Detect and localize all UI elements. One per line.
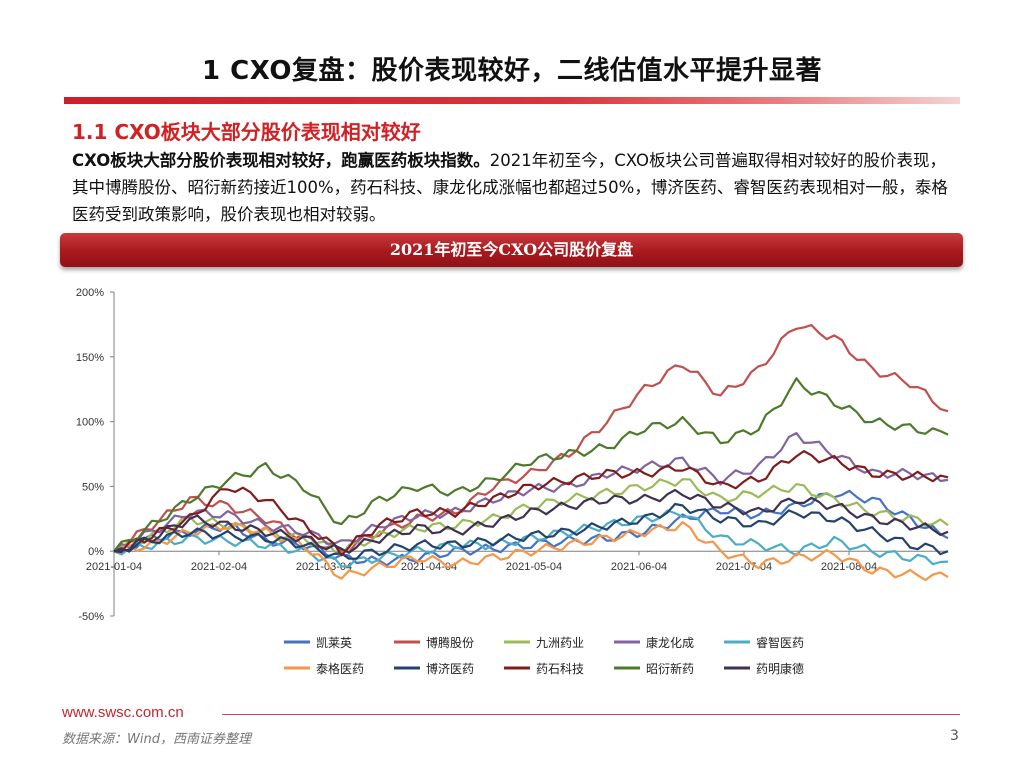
legend-label: 昭衍新药 <box>646 661 694 676</box>
footer-divider <box>222 714 960 715</box>
x-tick-label: 2021-05-04 <box>506 561 562 573</box>
series-line-8 <box>113 450 949 557</box>
x-tick-label: 2021-08-04 <box>821 561 877 573</box>
y-tick-label: 0% <box>88 546 104 558</box>
page-title: 1 CXO复盘：股价表现较好，二线估值水平提升显著 <box>202 56 822 86</box>
legend-label: 康龙化成 <box>646 635 694 650</box>
x-tick-label: 2021-07-04 <box>716 561 772 573</box>
legend-label: 九洲药业 <box>536 636 584 650</box>
y-tick-label: 100% <box>76 417 104 429</box>
x-tick-label: 2021-02-04 <box>191 561 247 573</box>
series-line-9 <box>113 377 949 552</box>
body-paragraph: CXO板块大部分股价表现相对较好，跑赢医药板块指数。2021年初至今，CXO板块… <box>72 147 952 228</box>
chart-area: 200% 150% 100% 50% 0% -50% 2021-01-04 2021-02-0… <box>60 278 963 698</box>
page-number: 3 <box>950 728 959 744</box>
legend-label: 药石科技 <box>536 662 584 676</box>
series-line-4 <box>113 432 949 552</box>
series-line-1 <box>113 489 949 567</box>
footer-url[interactable]: www.swsc.com.cn <box>62 704 184 721</box>
series-line-7 <box>113 502 949 560</box>
y-tick-label: 200% <box>76 287 104 299</box>
legend-label: 凯莱英 <box>316 636 352 650</box>
x-tick-label: 2021-01-04 <box>86 561 142 573</box>
y-tick-label: -50% <box>78 611 104 623</box>
x-tick-label: 2021-03-04 <box>296 561 352 573</box>
y-tick-label: 50% <box>82 481 104 493</box>
title-underline <box>64 97 960 104</box>
legend-label: 博济医药 <box>426 661 474 676</box>
chart-banner: 2021年初至今CXO公司股价复盘 <box>60 233 963 267</box>
line-chart: 200% 150% 100% 50% 0% -50% 2021-01-04 2021-02-0… <box>76 287 949 676</box>
series-line-10 <box>113 488 949 554</box>
body-rest: 2021年初至今，CXO板块公司普遍取得相对较好的股价表现，其中博腾股份、昭衍新… <box>72 151 948 224</box>
legend-label: 博腾股份 <box>426 635 474 650</box>
legend-label: 药明康德 <box>756 661 804 676</box>
data-source: 数据来源：Wind，西南证券整理 <box>62 732 251 747</box>
legend-label: 睿智医药 <box>756 635 804 650</box>
series-line-6 <box>113 521 949 582</box>
y-tick-label: 150% <box>76 352 104 364</box>
body-highlight: CXO板块大部分股价表现相对较好，跑赢医药板块指数。 <box>72 151 490 170</box>
x-tick-label: 2021-06-04 <box>611 561 667 573</box>
legend-label: 泰格医药 <box>316 661 364 676</box>
section-subtitle: 1.1 CXO板块大部分股价表现相对较好 <box>72 120 421 144</box>
series-line-2 <box>113 323 949 553</box>
